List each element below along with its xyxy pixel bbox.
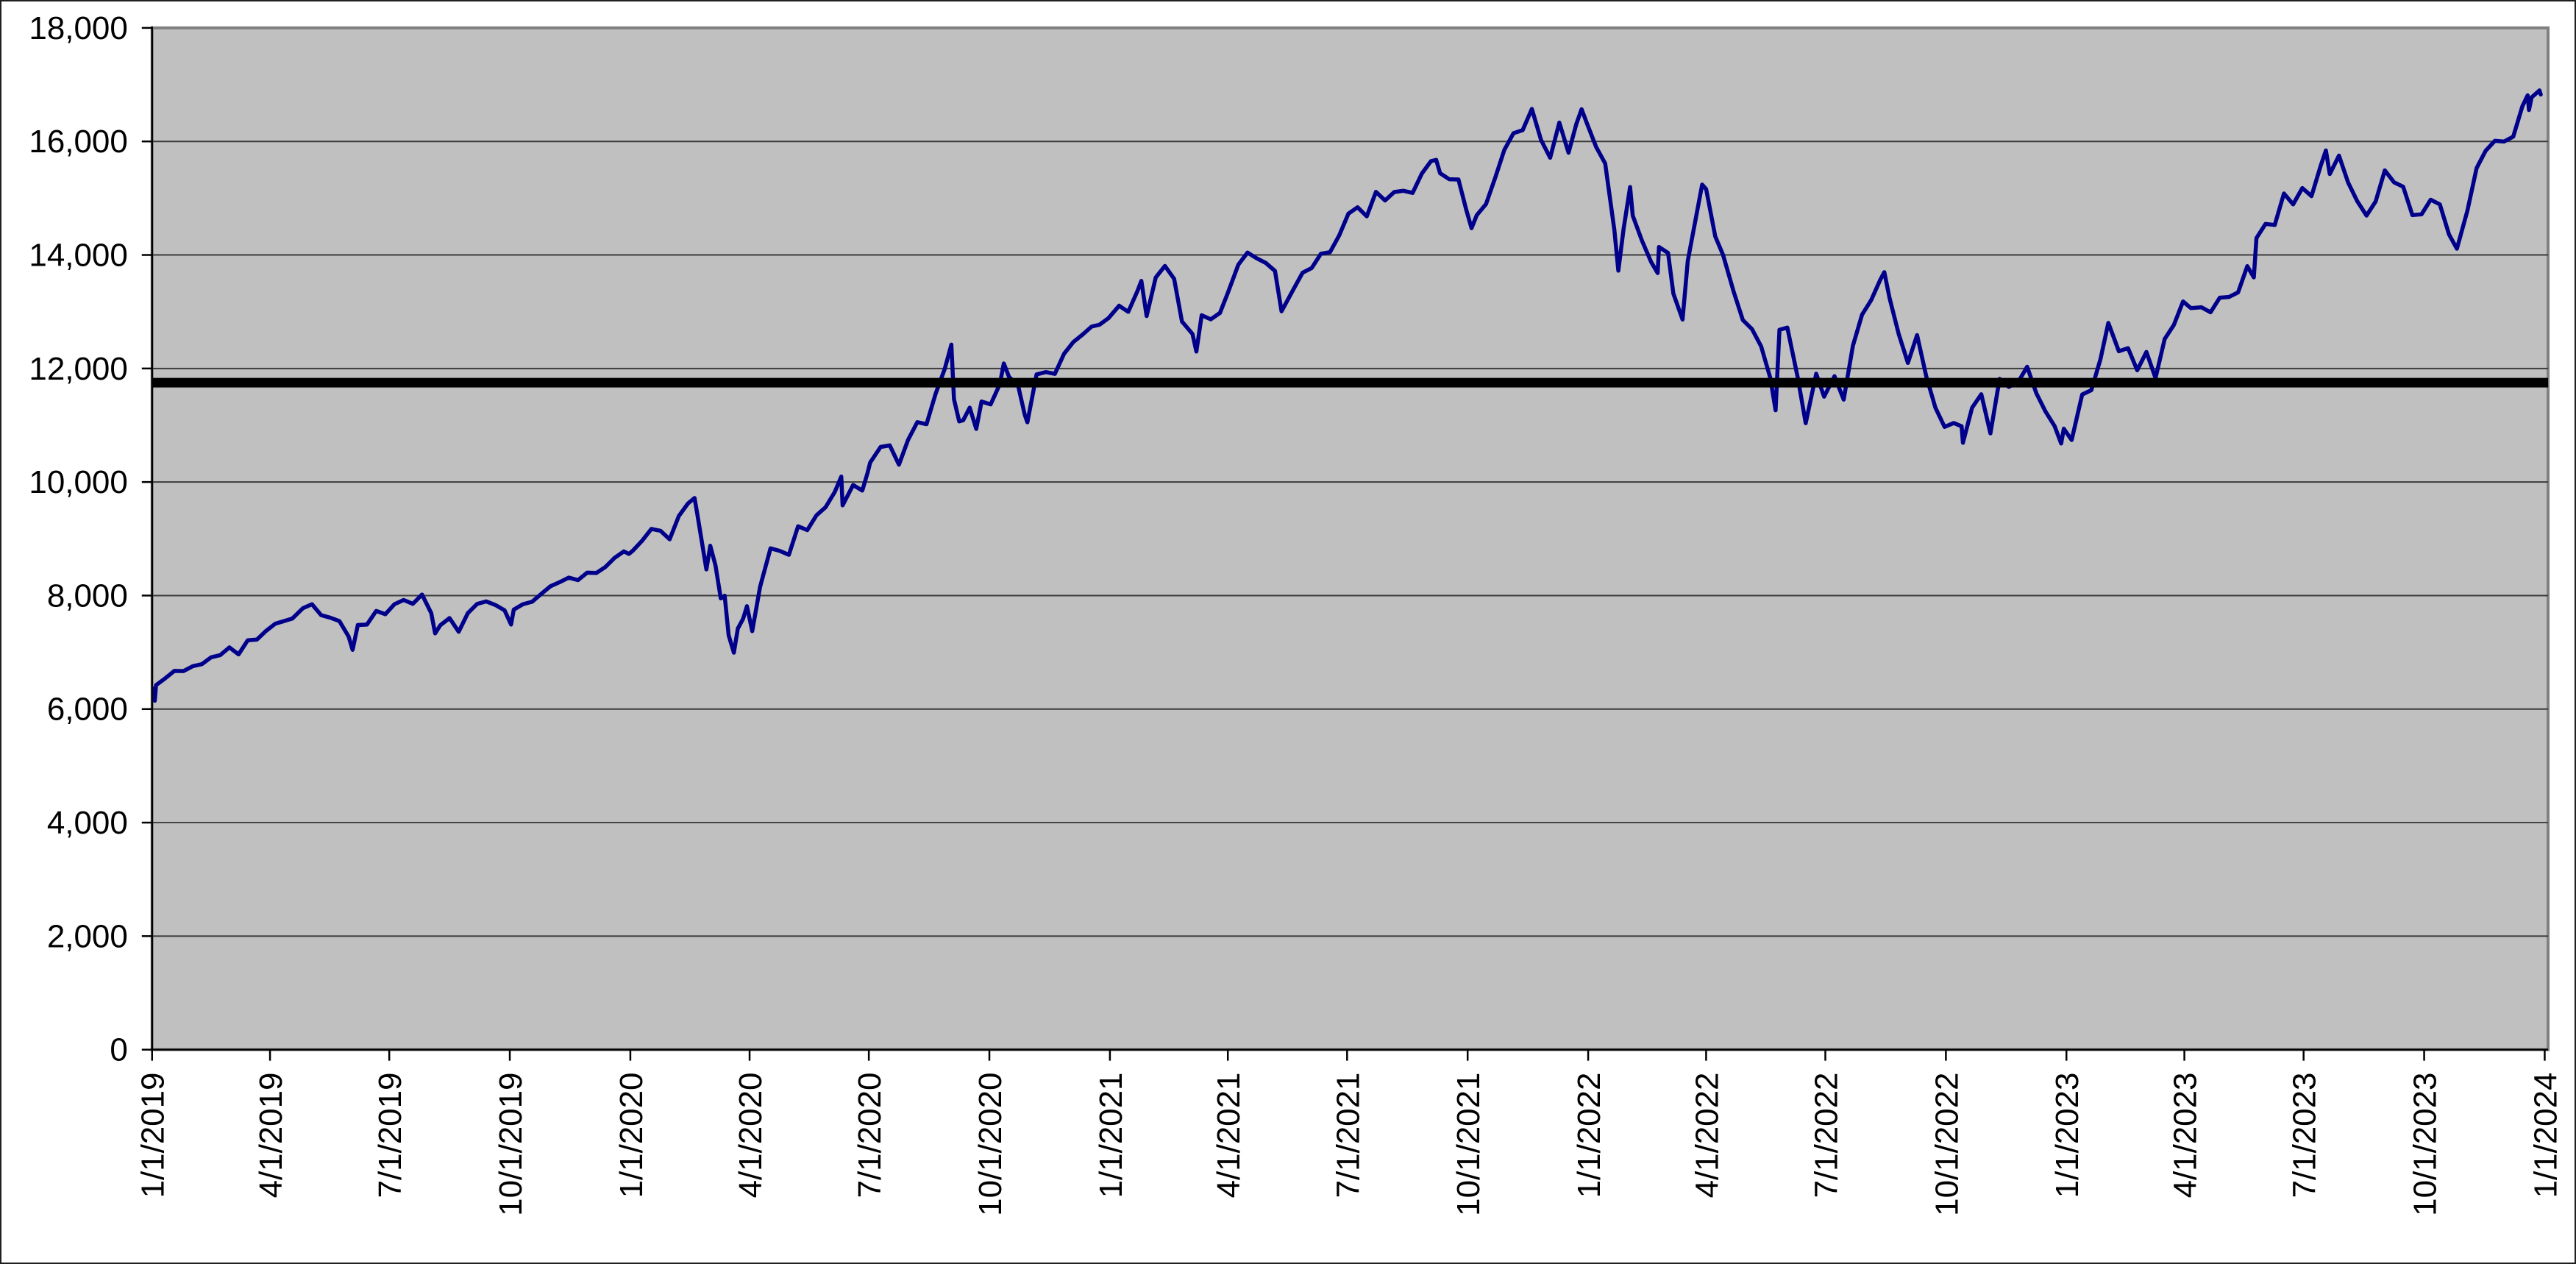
x-axis-label: 10/1/2020: [972, 1073, 1008, 1216]
y-axis-label: 14,000: [29, 238, 127, 274]
x-axis-label: 1/1/2024: [2527, 1073, 2563, 1199]
x-axis-label: 4/1/2023: [2168, 1073, 2204, 1199]
x-axis-label: 7/1/2021: [1330, 1073, 1366, 1199]
x-axis-label: 1/1/2021: [1093, 1073, 1129, 1199]
x-axis-label: 1/1/2020: [613, 1073, 650, 1199]
index-value-line-series: [151, 88, 2543, 703]
plot-area: [150, 26, 2550, 1051]
x-axis-label: 1/1/2022: [1571, 1073, 1607, 1199]
x-axis-label: 7/1/2020: [852, 1073, 888, 1199]
x-axis-label: 4/1/2022: [1689, 1073, 1725, 1199]
y-axis-label: 2,000: [47, 918, 128, 954]
x-axis-label: 7/1/2023: [2287, 1073, 2323, 1199]
x-axis-label: 4/1/2019: [253, 1073, 289, 1199]
y-axis-label: 10,000: [29, 464, 127, 500]
x-axis-label: 4/1/2021: [1211, 1073, 1247, 1199]
x-axis-label: 10/1/2019: [493, 1073, 529, 1216]
y-axis-label: 8,000: [47, 578, 128, 614]
x-axis-label: 7/1/2019: [372, 1073, 408, 1199]
x-axis-label: 4/1/2020: [733, 1073, 769, 1199]
y-axis-label: 6,000: [47, 692, 128, 728]
x-axis-label: 10/1/2022: [1929, 1073, 1965, 1216]
y-axis-label: 0: [110, 1032, 127, 1068]
y-axis-label: 18,000: [29, 10, 127, 46]
y-axis-label: 16,000: [29, 124, 127, 160]
y-axis-label: 12,000: [29, 351, 127, 387]
y-axis-label: 4,000: [47, 805, 128, 841]
x-axis-label: 7/1/2022: [1808, 1073, 1844, 1199]
x-axis-label: 1/1/2023: [2049, 1073, 2085, 1199]
x-axis-label: 1/1/2019: [135, 1073, 171, 1199]
x-axis-label: 10/1/2021: [1451, 1073, 1487, 1216]
x-axis-label: 10/1/2023: [2408, 1073, 2444, 1216]
